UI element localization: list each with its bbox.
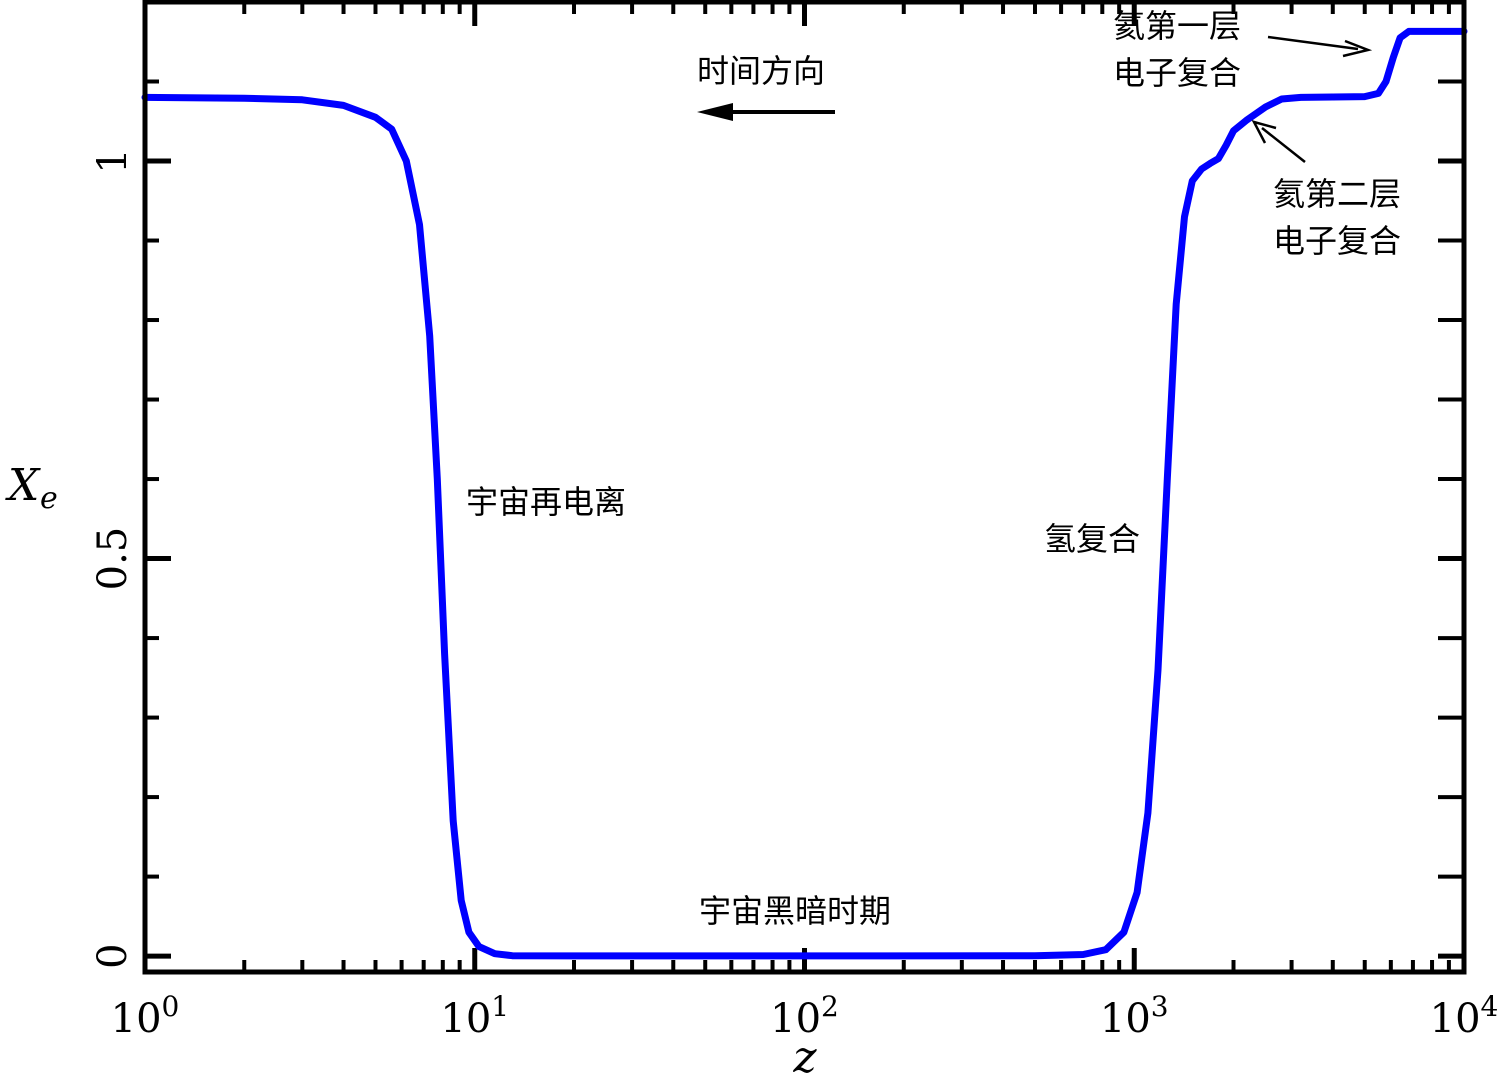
y-tick-label: 0.5: [90, 527, 136, 591]
annotation-helium-second-line1: 氦第二层: [1273, 175, 1401, 213]
helium-second-arrow-icon: [1261, 127, 1306, 163]
helium-second-arrowhead-icon: [1251, 120, 1277, 144]
helium-first-arrow-icon: [1267, 35, 1359, 51]
x-tick-label: 100: [111, 990, 180, 1042]
annotations: 时间方向 宇宙再电离 宇宙黑暗时期 氢复合 氦第一层 电子复合 氦第二层 电子复…: [466, 7, 1401, 930]
annotation-arrows: [697, 35, 1373, 163]
y-axis-title-main: X: [5, 460, 41, 511]
helium-first-arrowhead-icon: [1342, 39, 1373, 58]
x-tick-label: 104: [1430, 990, 1499, 1042]
annotation-time-direction: 时间方向: [697, 52, 825, 90]
x-tick-label: 101: [440, 990, 509, 1042]
annotation-helium-second-line2: 电子复合: [1273, 222, 1401, 260]
y-tick-labels: 00.51: [90, 148, 136, 969]
y-axis-title-subscript: e: [40, 481, 58, 516]
annotation-hydrogen-recombination: 氢复合: [1044, 520, 1140, 558]
y-axis-title: X e: [5, 460, 58, 516]
plot-frame: [142, 0, 1467, 975]
x-axis-title: z: [792, 1032, 817, 1080]
minor-ticks: [145, 2, 1464, 972]
annotation-dark-ages: 宇宙黑暗时期: [699, 892, 891, 930]
time-direction-arrowhead-icon: [697, 103, 733, 121]
annotation-helium-first-line1: 氦第一层: [1113, 7, 1241, 45]
x-tick-label: 102: [770, 990, 839, 1042]
y-tick-label: 0: [90, 943, 136, 968]
x-tick-label: 103: [1100, 990, 1169, 1042]
annotation-reionization: 宇宙再电离: [466, 483, 626, 521]
y-tick-label: 1: [90, 148, 136, 173]
annotation-helium-first-line2: 电子复合: [1113, 54, 1241, 92]
major-ticks: [142, 2, 1467, 972]
ionization-fraction-line: [141, 27, 1468, 960]
x-tick-labels: 100 101 102 103 104: [111, 990, 1499, 1042]
